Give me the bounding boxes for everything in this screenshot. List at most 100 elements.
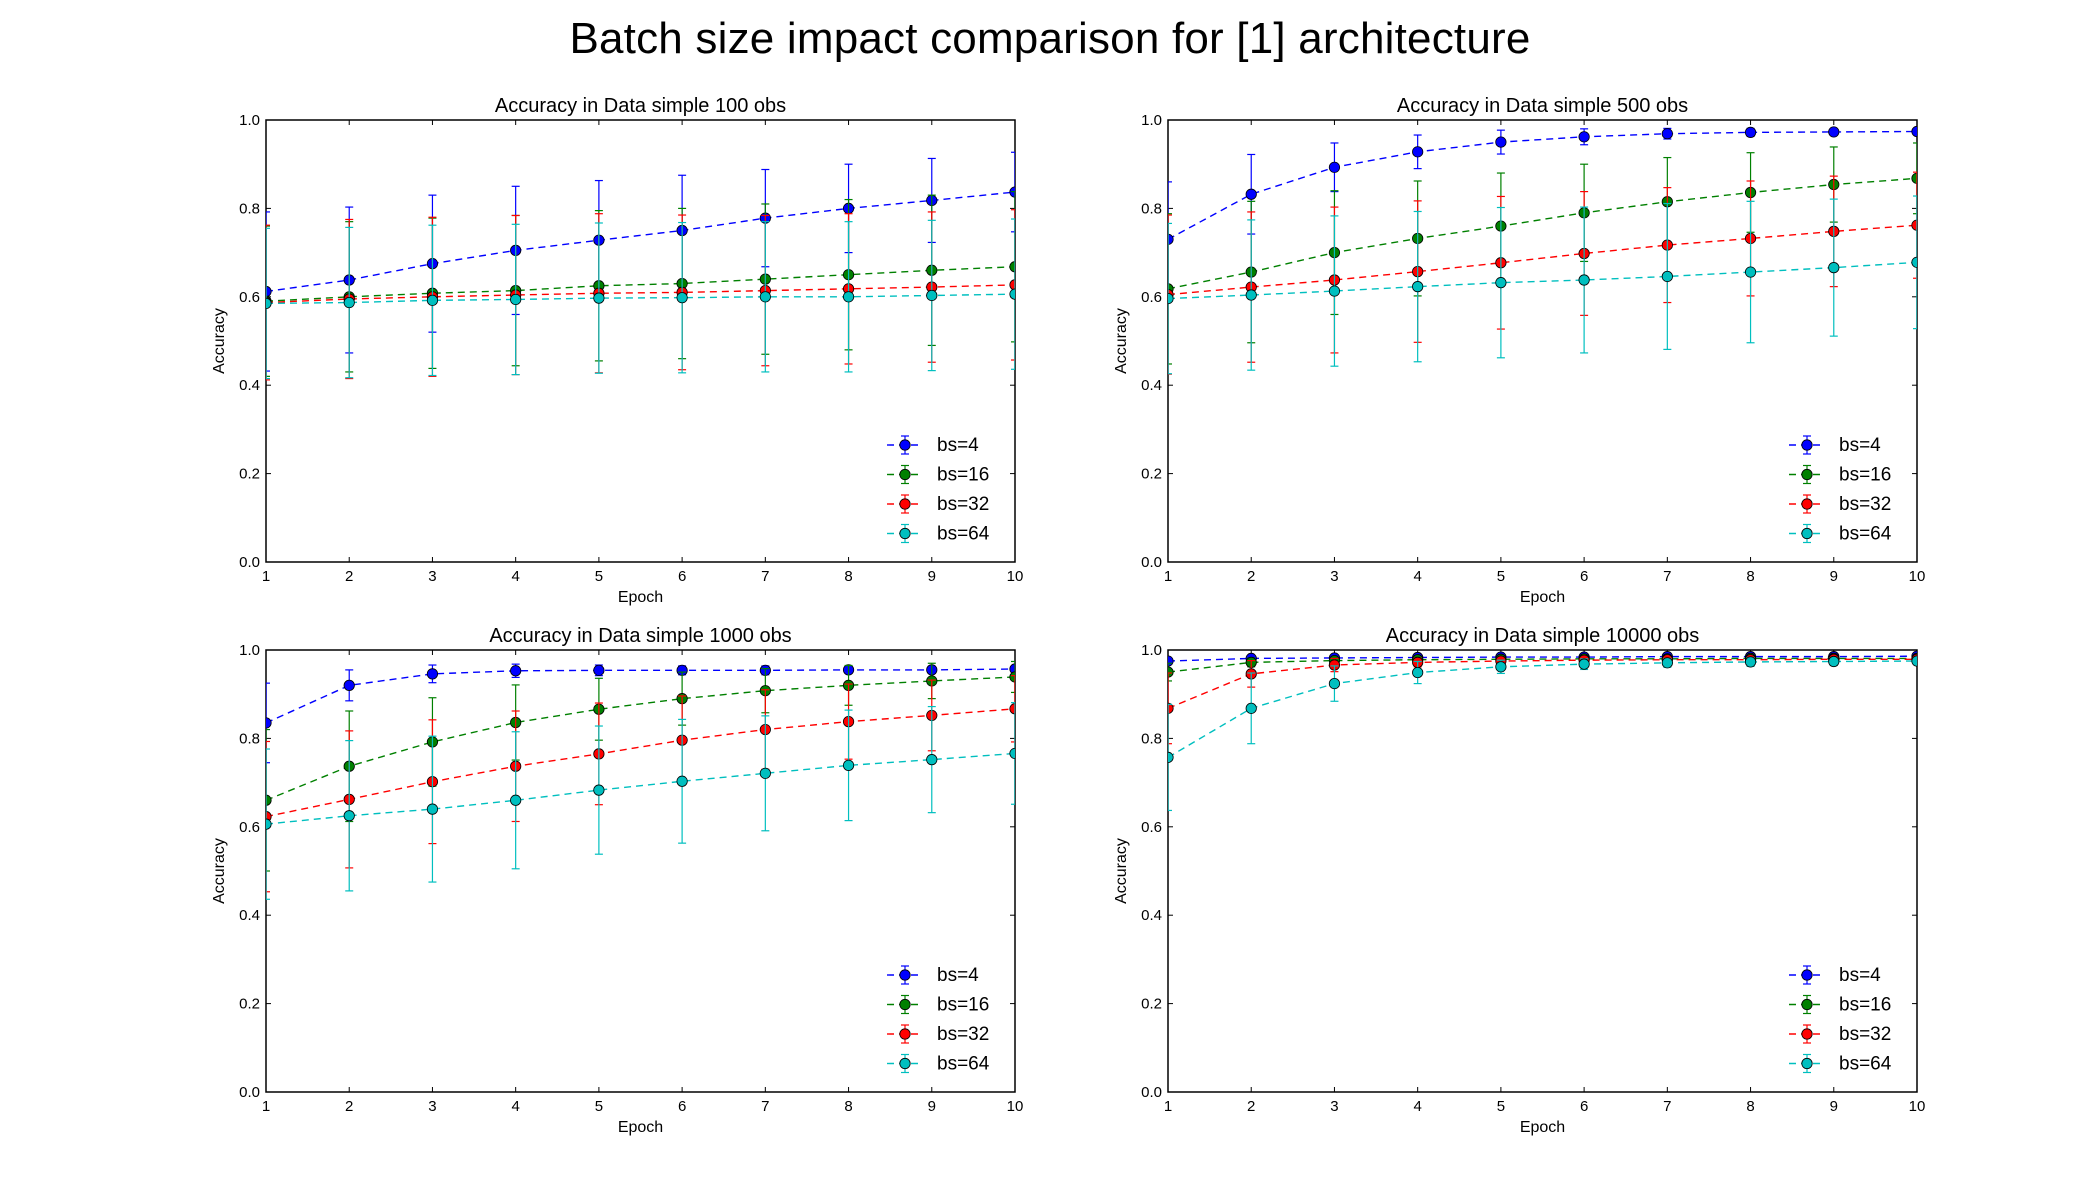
legend-item: bs=4	[1789, 435, 1881, 456]
data-point	[1744, 656, 1757, 668]
x-tick-label: 7	[761, 568, 769, 585]
x-tick-label: 10	[1909, 1098, 1926, 1115]
chart-title: Accuracy in Data simple 500 obs	[1397, 95, 1688, 117]
y-tick-label: 0.6	[1141, 819, 1162, 836]
series-line	[1168, 657, 1917, 673]
series-line	[266, 284, 1015, 304]
y-tick-label: 0.8	[1141, 730, 1162, 747]
legend-item: bs=64	[887, 524, 990, 545]
series-bs-32	[1168, 653, 1917, 745]
series-bs-64	[266, 218, 1015, 380]
legend-marker	[899, 468, 911, 481]
chart-panel-500-obs: Accuracy in Data simple 500 obs 1 2 3 4 5 6 7 8 9…	[1113, 95, 1925, 606]
legend-item: bs=32	[1789, 494, 1891, 515]
data-point	[266, 717, 272, 729]
series-bs-4	[1168, 125, 1917, 298]
data-point	[593, 784, 605, 796]
data-point	[593, 664, 605, 676]
legend-marker	[899, 498, 911, 510]
series-line	[1168, 224, 1917, 296]
data-point	[266, 818, 272, 830]
legend-marker	[1801, 969, 1813, 981]
legend-item: bs=4	[1789, 965, 1881, 986]
legend-label: bs=64	[1839, 1054, 1892, 1075]
data-point	[510, 293, 522, 306]
data-point	[1495, 136, 1507, 148]
series-bs-16	[266, 660, 1015, 872]
series-line	[266, 191, 1015, 293]
legend-marker	[1801, 527, 1813, 540]
legend-item: bs=64	[1789, 524, 1892, 545]
data-point	[842, 759, 855, 771]
y-tick-label: 0.4	[1141, 377, 1162, 394]
series-line	[266, 676, 1015, 801]
figure-title: Batch size impact comparison for [1] arc…	[569, 14, 1531, 63]
data-point	[1412, 146, 1424, 158]
y-tick-label: 0.6	[239, 289, 260, 306]
data-point	[1328, 161, 1341, 173]
x-tick-label: 6	[678, 1098, 686, 1115]
data-point	[1744, 266, 1757, 278]
chart-panel-10000-obs: Accuracy in Data simple 10000 obs 1 2 3 4 5 6 7…	[1113, 625, 1926, 1136]
data-point	[343, 810, 355, 822]
data-point	[1661, 270, 1673, 283]
data-point	[759, 291, 771, 303]
data-point	[1009, 747, 1015, 760]
data-point	[1168, 292, 1174, 305]
legend-label: bs=4	[1839, 965, 1881, 986]
x-tick-label: 7	[761, 1098, 769, 1115]
y-tick-label: 0.2	[1141, 996, 1162, 1013]
data-point	[1328, 677, 1341, 690]
x-tick-label: 7	[1663, 1098, 1671, 1115]
data-point	[1911, 125, 1917, 138]
data-point	[1578, 274, 1590, 286]
legend-label: bs=16	[937, 465, 989, 486]
data-point	[1495, 661, 1507, 673]
data-point	[676, 292, 688, 304]
legend: bs=4 bs=16 bs=32 bs=64	[887, 435, 990, 545]
legend-label: bs=16	[937, 995, 989, 1016]
legend: bs=4 bs=16 bs=32 bs=64	[887, 965, 990, 1075]
legend-marker	[1801, 498, 1813, 510]
legend: bs=4 bs=16 bs=32 bs=64	[1789, 435, 1892, 545]
x-tick-label: 10	[1007, 568, 1024, 585]
y-tick-label: 0.6	[239, 819, 260, 836]
series-bs-16	[266, 191, 1015, 377]
x-tick-label: 9	[1830, 1098, 1838, 1115]
data-point	[926, 289, 938, 302]
x-axis-label: Epoch	[1520, 589, 1565, 606]
x-tick-label: 6	[1580, 568, 1588, 585]
y-tick-label: 1.0	[1141, 642, 1162, 659]
x-tick-label: 2	[345, 568, 353, 585]
legend-marker	[899, 1057, 911, 1070]
legend-label: bs=64	[937, 1054, 990, 1075]
data-point	[510, 665, 522, 677]
series-line	[266, 668, 1015, 724]
legend-marker	[1801, 1057, 1813, 1070]
legend-label: bs=64	[1839, 524, 1892, 545]
data-point	[1828, 126, 1840, 138]
data-point	[1744, 126, 1757, 138]
legend-marker	[1801, 998, 1813, 1011]
x-axis-label: Epoch	[1520, 1119, 1565, 1136]
data-point	[343, 296, 355, 309]
y-axis-label: Accuracy	[211, 308, 228, 374]
data-point	[1328, 285, 1341, 297]
data-point	[1412, 666, 1424, 679]
x-tick-label: 1	[1164, 568, 1172, 585]
data-point	[426, 803, 439, 815]
series-bs-16	[1168, 142, 1917, 365]
data-point	[510, 794, 522, 806]
x-tick-label: 7	[1663, 568, 1671, 585]
series-bs-64	[1168, 195, 1917, 375]
x-tick-label: 3	[1330, 1098, 1338, 1115]
y-tick-label: 0.8	[1141, 200, 1162, 217]
data-point	[1828, 262, 1840, 274]
chart-panel-1000-obs: Accuracy in Data simple 1000 obs 1 2 3 4 5 6 7 8…	[211, 625, 1023, 1136]
x-tick-label: 8	[844, 1098, 852, 1115]
data-point	[426, 294, 439, 306]
data-point	[926, 754, 938, 766]
legend-label: bs=32	[937, 1024, 989, 1045]
data-point	[1245, 702, 1257, 714]
series-bs-4	[266, 663, 1015, 764]
